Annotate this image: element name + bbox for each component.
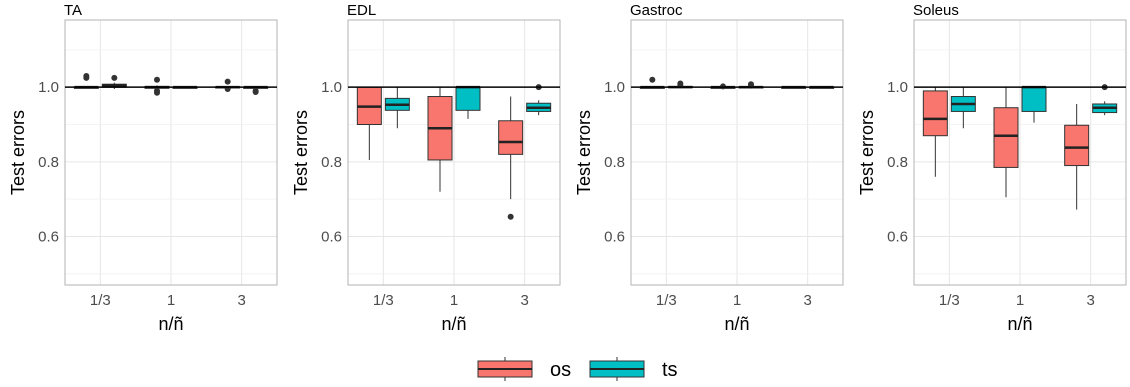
- box-os: [1064, 103, 1090, 210]
- x-tick-label: 3: [803, 292, 811, 309]
- y-tick-label: 0.8: [604, 154, 625, 171]
- y-tick-label: 0.6: [321, 228, 342, 245]
- y-tick-label: 1.0: [604, 79, 625, 96]
- box-os: [215, 78, 241, 93]
- legend: os ts: [477, 357, 678, 381]
- panel-border: [913, 19, 1127, 286]
- outlier-point: [507, 213, 514, 220]
- box-body: [1064, 124, 1090, 167]
- x-tick-label: 3: [1086, 292, 1094, 309]
- box-ts: [526, 84, 552, 116]
- box-ts: [1092, 84, 1118, 116]
- box-body: [922, 90, 948, 137]
- grid: [631, 20, 843, 285]
- outlier-point: [83, 74, 90, 81]
- x-tick-label: 1: [167, 292, 175, 309]
- x-tick-label: 1: [1016, 292, 1024, 309]
- x-tick-label: 3: [520, 292, 528, 309]
- outlier-point: [154, 76, 160, 83]
- x-tick-label: 1: [733, 292, 741, 309]
- x-tick-label: 1/3: [939, 292, 960, 309]
- legend-item-os: os: [477, 357, 571, 381]
- y-tick-label: 1.0: [321, 79, 342, 96]
- box-ts: [455, 85, 481, 119]
- box-ts: [101, 74, 127, 90]
- x-tick-label: 1/3: [90, 292, 111, 309]
- x-axis-title: n/ñ: [724, 314, 749, 334]
- grid: [348, 20, 560, 285]
- box-os: [144, 76, 170, 96]
- panels: TA 0.6 0.8 1.0 Test errors 1/3 1 3 n/ñ EDL 0.6 0.8 1…: [8, 2, 1127, 334]
- box-ts: [950, 87, 976, 129]
- box-ts: [243, 85, 269, 96]
- y-tick-label: 0.8: [887, 154, 908, 171]
- panel-edl: EDL 0.6 0.8 1.0 Test errors 1/3 1 3 n/ñ: [291, 2, 561, 334]
- panel-border: [64, 19, 278, 286]
- box-ts: [1021, 85, 1047, 123]
- box-os: [498, 96, 524, 220]
- y-axis-title: Test errors: [857, 110, 877, 195]
- y-axis-title: Test errors: [574, 110, 594, 195]
- panel-title: Gastroc: [630, 2, 683, 19]
- x-tick-label: 1: [450, 292, 458, 309]
- y-tick-label: 0.6: [38, 228, 59, 245]
- outlier-point: [154, 89, 160, 96]
- panel-gastroc: Gastroc 0.6 0.8 1.0 Test errors 1/3 1 3 n/ñ: [574, 2, 844, 334]
- x-axis-title: n/ñ: [441, 314, 466, 334]
- y-axis-title: Test errors: [8, 110, 28, 195]
- panel-border: [347, 19, 561, 286]
- box-body: [455, 86, 481, 111]
- outlier-point: [224, 78, 231, 85]
- box-os: [356, 86, 382, 160]
- x-tick-label: 1/3: [656, 292, 677, 309]
- y-tick-label: 1.0: [38, 79, 59, 96]
- panel-title: EDL: [347, 2, 376, 19]
- x-axis-title: n/ñ: [158, 314, 183, 334]
- y-tick-label: 0.6: [604, 228, 625, 245]
- panel-title: TA: [64, 2, 82, 19]
- box-body: [498, 120, 524, 155]
- grid: [65, 20, 277, 285]
- outlier-point: [649, 76, 656, 83]
- box-os: [73, 72, 99, 89]
- box-os: [427, 87, 453, 192]
- x-tick-label: 3: [237, 292, 245, 309]
- panel-soleus: Soleus 0.6 0.8 1.0 Test errors 1/3 1 3 n/ñ: [857, 2, 1127, 334]
- panel-ta: TA 0.6 0.8 1.0 Test errors 1/3 1 3 n/ñ: [8, 2, 278, 334]
- y-tick-label: 0.6: [887, 228, 908, 245]
- y-tick-label: 1.0: [887, 79, 908, 96]
- legend-label: ts: [662, 359, 678, 381]
- outlier-point: [252, 89, 259, 96]
- panel-title: Soleus: [913, 2, 959, 19]
- y-axis-title: Test errors: [291, 110, 311, 195]
- y-tick-label: 0.8: [38, 154, 59, 171]
- panel-border: [630, 19, 844, 286]
- box-ts: [384, 87, 410, 129]
- box-os: [922, 87, 948, 177]
- outlier-point: [111, 74, 118, 81]
- box-body: [993, 107, 1019, 168]
- x-axis-title: n/ñ: [1007, 314, 1032, 334]
- legend-label: os: [550, 359, 571, 381]
- x-tick-label: 1/3: [373, 292, 394, 309]
- box-os: [993, 87, 1019, 198]
- legend-item-ts: ts: [589, 357, 678, 381]
- box-body: [1021, 86, 1047, 112]
- y-tick-label: 0.8: [321, 154, 342, 171]
- grid: [914, 20, 1126, 285]
